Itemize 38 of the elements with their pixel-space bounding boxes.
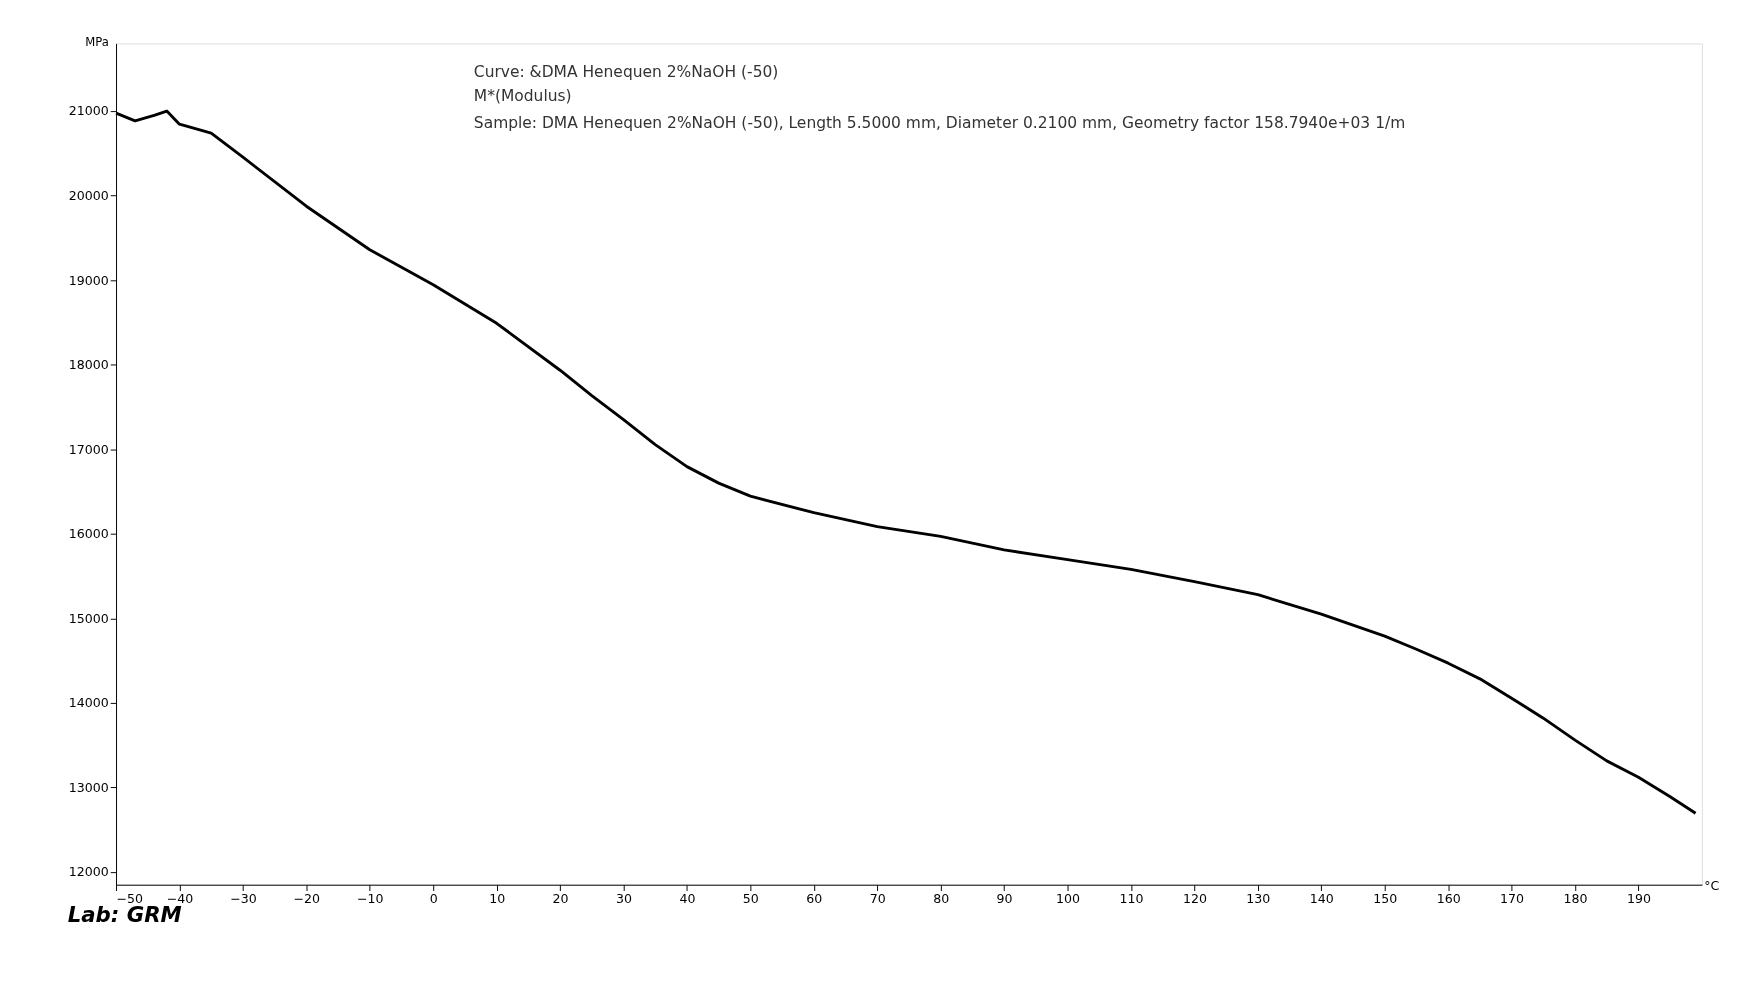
x-tick-label: −10 (357, 890, 384, 906)
x-tick-label: 110 (1119, 890, 1144, 906)
x-tick-label: 0 (429, 890, 438, 906)
y-tick-label: 19000 (68, 272, 109, 288)
x-tick-label: 180 (1563, 890, 1588, 906)
x-axis-title: °C (1704, 878, 1720, 894)
x-tick-label: 80 (933, 890, 950, 906)
x-tick-label: 140 (1309, 890, 1334, 906)
x-tick-label: 190 (1626, 890, 1651, 906)
x-tick-label: 100 (1056, 890, 1081, 906)
x-tick-label: 170 (1500, 890, 1525, 906)
annotation: Curve: &DMA Henequen 2%NaOH (-50) (473, 63, 779, 82)
x-tick-label: 50 (742, 890, 759, 906)
x-tick-label: −30 (230, 890, 257, 906)
x-tick-label: 40 (679, 890, 696, 906)
y-axis-title: MPa (85, 34, 109, 49)
x-tick-label: 30 (616, 890, 632, 906)
x-tick-label: 70 (869, 890, 886, 906)
x-tick-label: 120 (1182, 890, 1207, 906)
y-tick-label: 18000 (68, 357, 109, 373)
x-tick-label: 90 (996, 890, 1013, 906)
x-tick-label: 150 (1373, 890, 1398, 906)
x-tick-label: 130 (1246, 890, 1271, 906)
y-tick-label: 13000 (68, 779, 109, 795)
x-tick-label: 20 (552, 890, 569, 906)
x-tick-label: 10 (489, 890, 506, 906)
y-tick-label: 15000 (68, 610, 109, 626)
y-tick-label: 17000 (68, 441, 109, 457)
annotation: M*(Modulus) (473, 87, 572, 106)
annotation: Sample: DMA Henequen 2%NaOH (-50), Length 5.5000 mm, Diameter 0.2100 mm, Geometry factor 158.7940e+03 1/m (473, 113, 1406, 132)
x-tick-label: −20 (293, 890, 321, 906)
x-tick-label: 60 (806, 890, 823, 906)
y-tick-label: 20000 (68, 187, 109, 203)
y-tick-label: 14000 (68, 695, 109, 711)
y-tick-label: 16000 (68, 526, 109, 542)
y-tick-label: 12000 (68, 864, 109, 880)
y-tick-label: 21000 (68, 103, 109, 119)
x-tick-label: 160 (1436, 890, 1461, 906)
